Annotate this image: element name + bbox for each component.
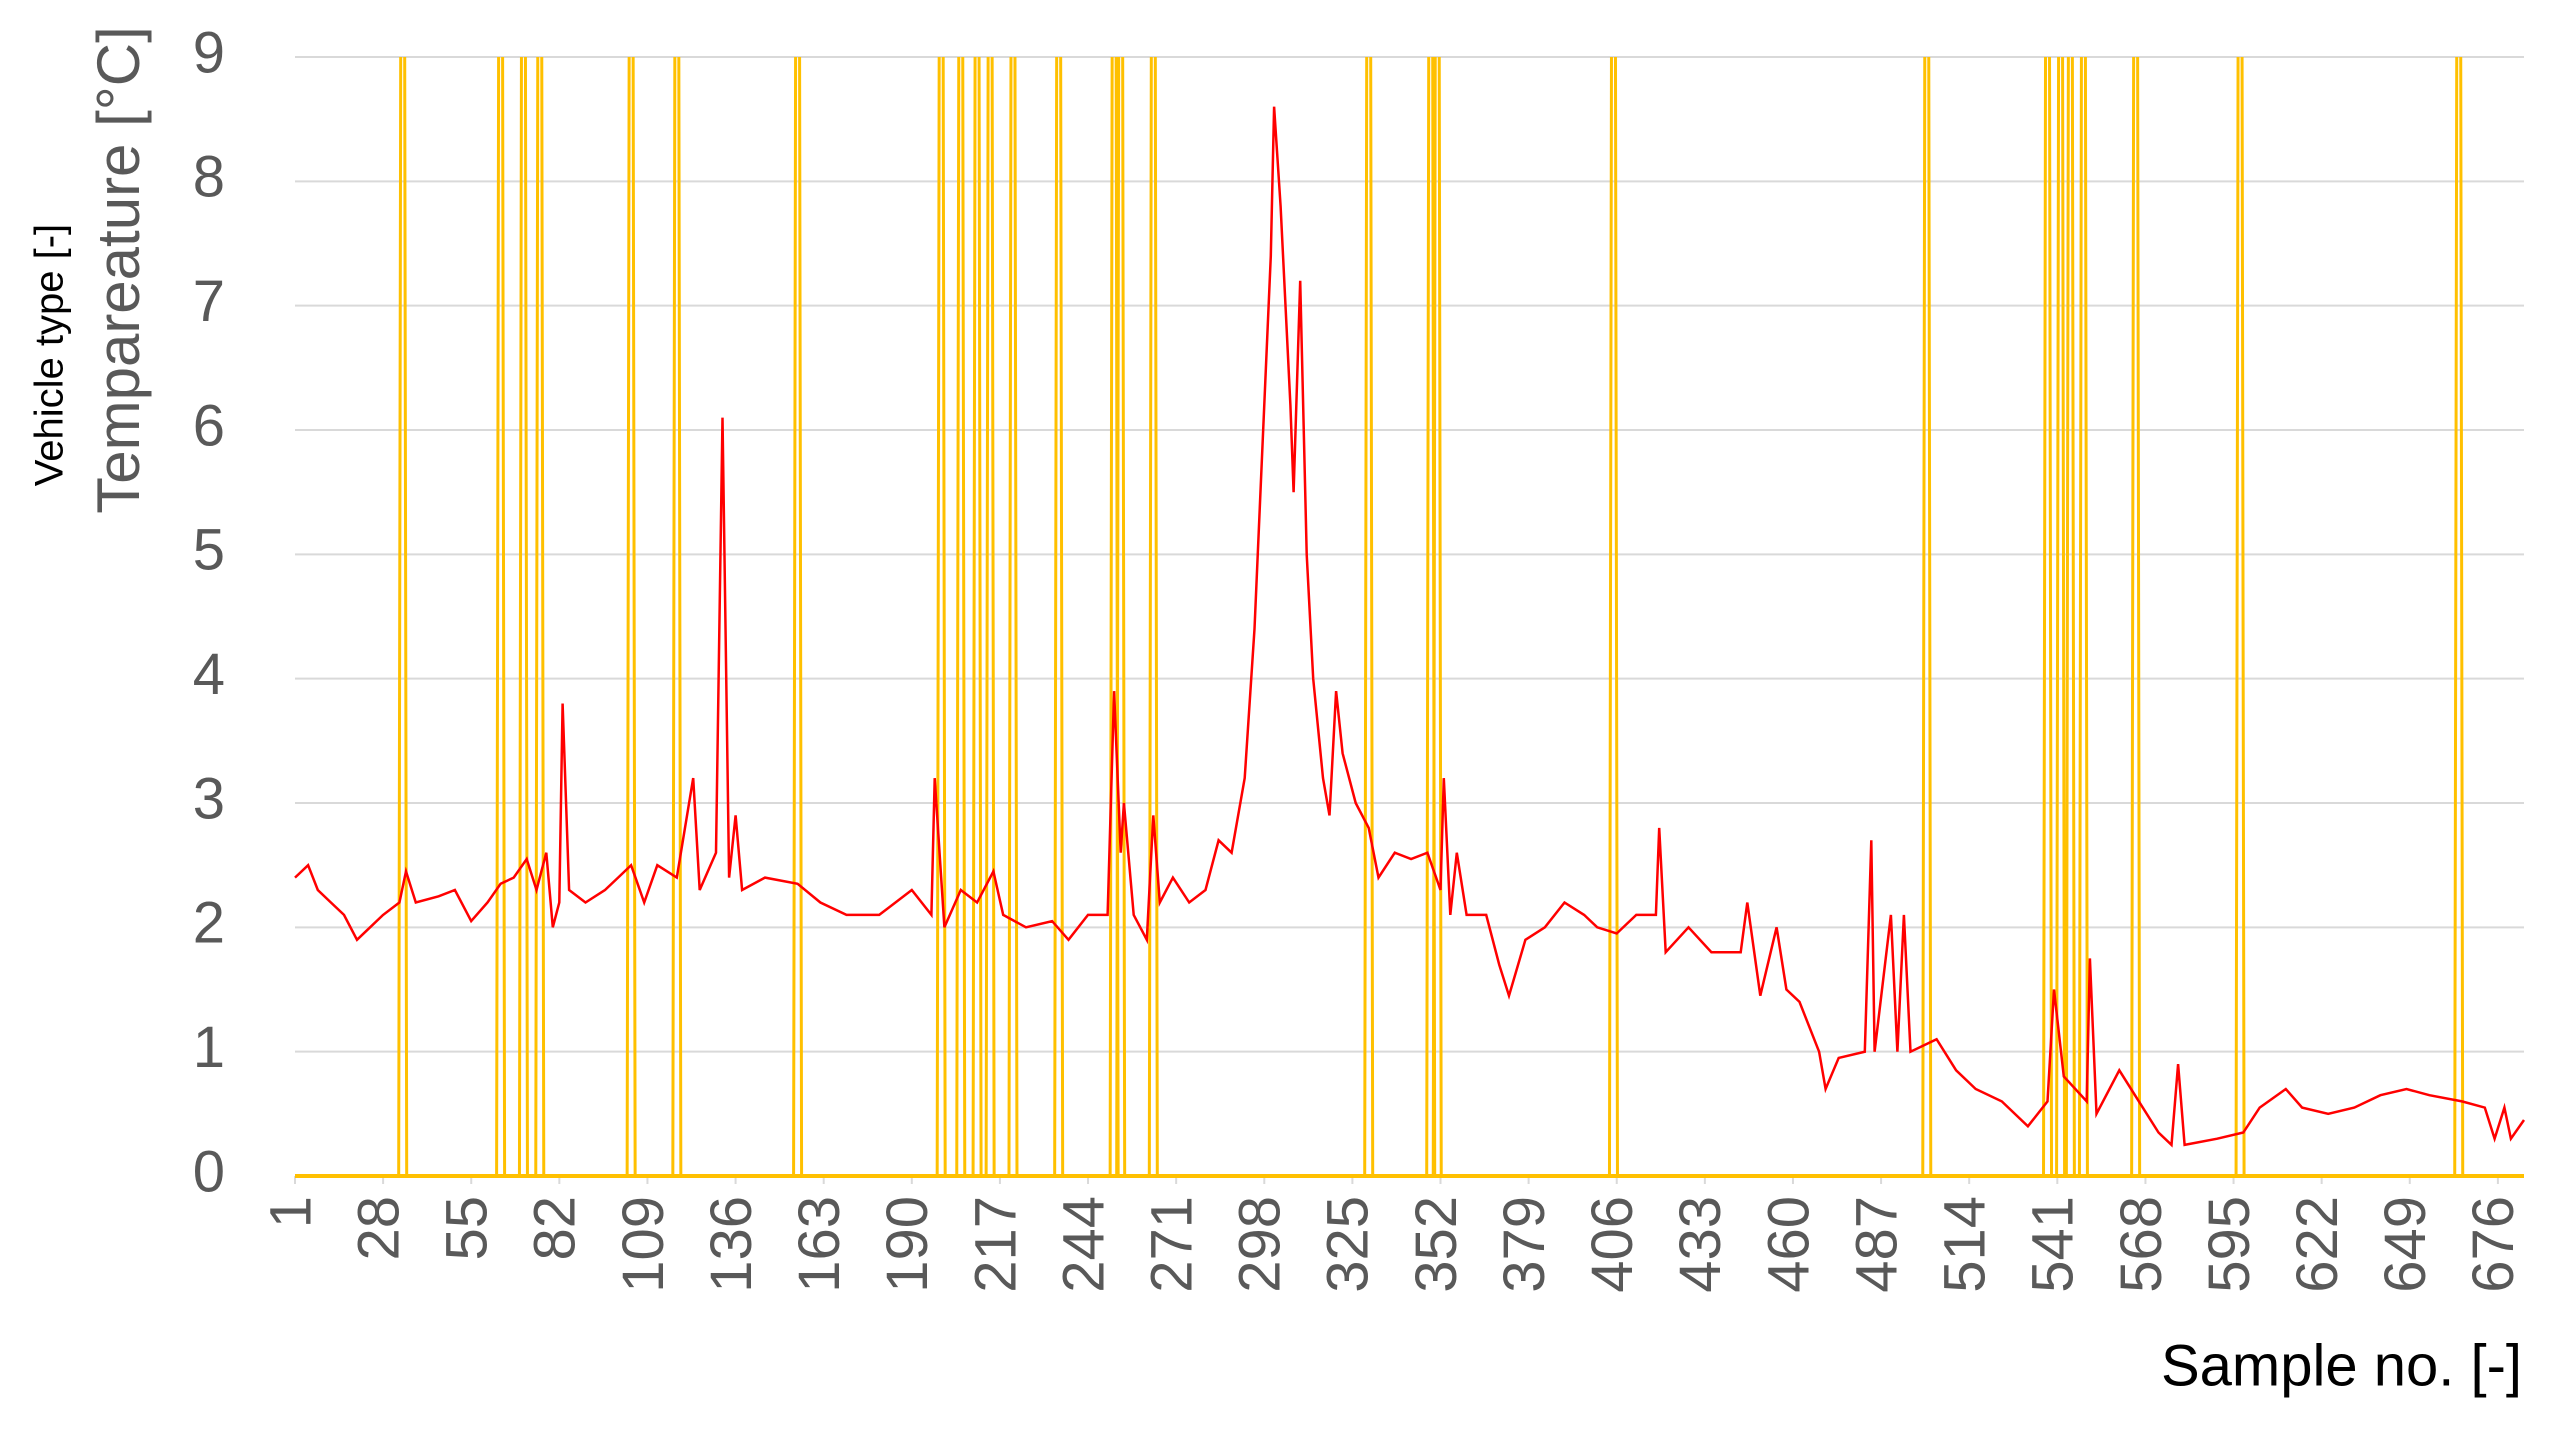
x-tick-label: 352 xyxy=(1404,1196,1469,1293)
vehicle-spike xyxy=(2077,56,2089,1177)
x-tick-label: 622 xyxy=(2285,1196,2350,1293)
x-axis-title: Sample no. [-] xyxy=(2161,1333,2522,1398)
x-tick-label: 460 xyxy=(1756,1196,1821,1293)
y-tick-label: 2 xyxy=(193,891,225,956)
y-tick-label: 0 xyxy=(193,1139,225,1204)
vehicle-spike xyxy=(2234,56,2246,1177)
x-tick-label: 82 xyxy=(523,1196,588,1261)
x-tick-label: 298 xyxy=(1228,1196,1293,1293)
vehicle-spike xyxy=(1007,56,1019,1177)
x-tick-label: 487 xyxy=(1844,1196,1909,1293)
vehicle-spike xyxy=(397,56,409,1177)
x-tick-label: 406 xyxy=(1580,1196,1645,1293)
x-tick-label: 28 xyxy=(346,1196,411,1261)
vehicle-spike xyxy=(955,56,967,1177)
x-tick-label: 541 xyxy=(2021,1196,2086,1293)
x-tick-label: 271 xyxy=(1139,1196,1204,1293)
y-tick-label: 6 xyxy=(193,393,225,458)
vehicle-spike xyxy=(2453,56,2465,1177)
x-tick-label: 649 xyxy=(2373,1196,2438,1293)
x-tick-label: 433 xyxy=(1668,1196,1733,1293)
x-tick-label: 55 xyxy=(435,1196,500,1261)
vehicle-spike xyxy=(517,56,529,1177)
vehicle-spike xyxy=(671,56,683,1177)
vehicle-spike xyxy=(1431,56,1443,1177)
y-tick-label: 3 xyxy=(193,766,225,831)
y-tick-label: 1 xyxy=(193,1015,225,1080)
y-axis-title: Tempareature [°C] xyxy=(85,26,152,514)
vehicle-spike xyxy=(792,56,804,1177)
vehicle-spike xyxy=(935,56,947,1177)
y-tick-label: 8 xyxy=(193,145,225,210)
vehicle-spike xyxy=(1147,56,1159,1177)
x-tick-label: 514 xyxy=(1933,1196,1998,1293)
x-tick-label: 217 xyxy=(963,1196,1028,1293)
vehicle-spike xyxy=(625,56,637,1177)
vehicle-spike xyxy=(1921,56,1933,1177)
x-tick-label: 244 xyxy=(1051,1196,1116,1293)
x-tick-label: 676 xyxy=(2461,1196,2526,1293)
temperature-line xyxy=(294,106,2526,1148)
vehicle-spike xyxy=(1363,56,1375,1177)
vehicle-spike xyxy=(534,56,546,1177)
y-tick-label: 9 xyxy=(193,20,225,85)
x-tick-label: 568 xyxy=(2109,1196,2174,1293)
x-tick-label: 136 xyxy=(699,1196,764,1293)
x-tick-label: 109 xyxy=(611,1196,676,1293)
vehicle-spike xyxy=(984,56,996,1177)
x-tick-label: 1 xyxy=(258,1196,323,1228)
vehicle-spike xyxy=(1607,56,1619,1177)
x-tick-label: 379 xyxy=(1492,1196,1557,1293)
vehicle-spike xyxy=(2042,56,2054,1177)
y-axis-title-secondary: Vehicle type [-] xyxy=(28,224,72,486)
vehicle-spike xyxy=(1115,56,1127,1177)
x-tick-label: 595 xyxy=(2197,1196,2262,1293)
vehicle-spike xyxy=(2064,56,2076,1177)
vehicle-spike xyxy=(2130,56,2142,1177)
y-tick-label: 5 xyxy=(193,518,225,583)
x-tick-label: 190 xyxy=(875,1196,940,1293)
vehicle-spike xyxy=(971,56,983,1177)
vehicle-spike xyxy=(495,56,507,1177)
y-tick-label: 4 xyxy=(193,642,225,707)
vehicle-spike xyxy=(2055,56,2067,1177)
x-tick-label: 163 xyxy=(787,1196,852,1293)
y-tick-label: 7 xyxy=(193,269,225,334)
x-tick-label: 325 xyxy=(1316,1196,1381,1293)
vehicle-spike xyxy=(1053,56,1065,1177)
